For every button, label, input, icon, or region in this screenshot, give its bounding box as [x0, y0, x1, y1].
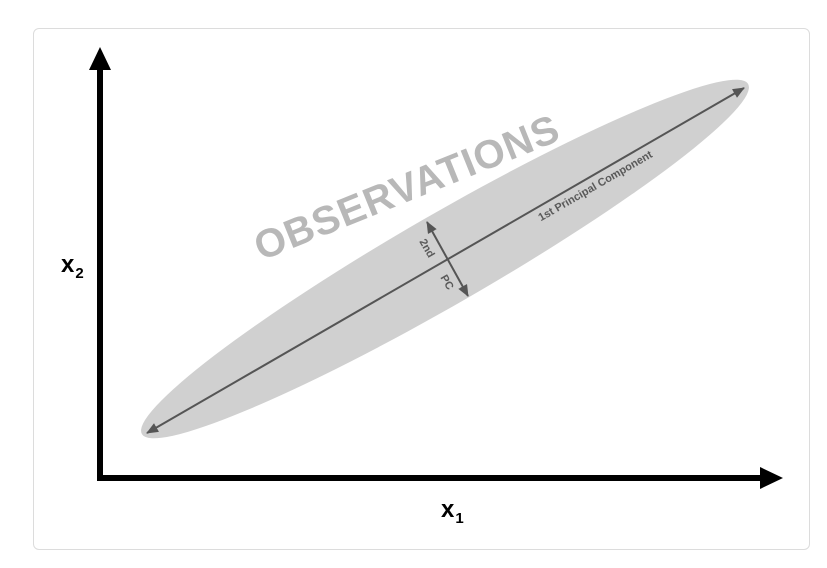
y-axis-label-subscript: 2 [75, 265, 83, 282]
first-pc-arrow [147, 88, 744, 433]
x-axis-label: x1 [441, 496, 464, 527]
x-axis-label-subscript: 1 [455, 510, 463, 527]
y-axis-label-main: x [61, 251, 75, 278]
y-axis-label: x2 [61, 251, 84, 282]
observations-ellipse [119, 45, 770, 473]
y-axis-arrowhead [89, 47, 111, 70]
x-axis-label-main: x [441, 496, 455, 523]
x-axis-arrowhead [760, 467, 783, 489]
